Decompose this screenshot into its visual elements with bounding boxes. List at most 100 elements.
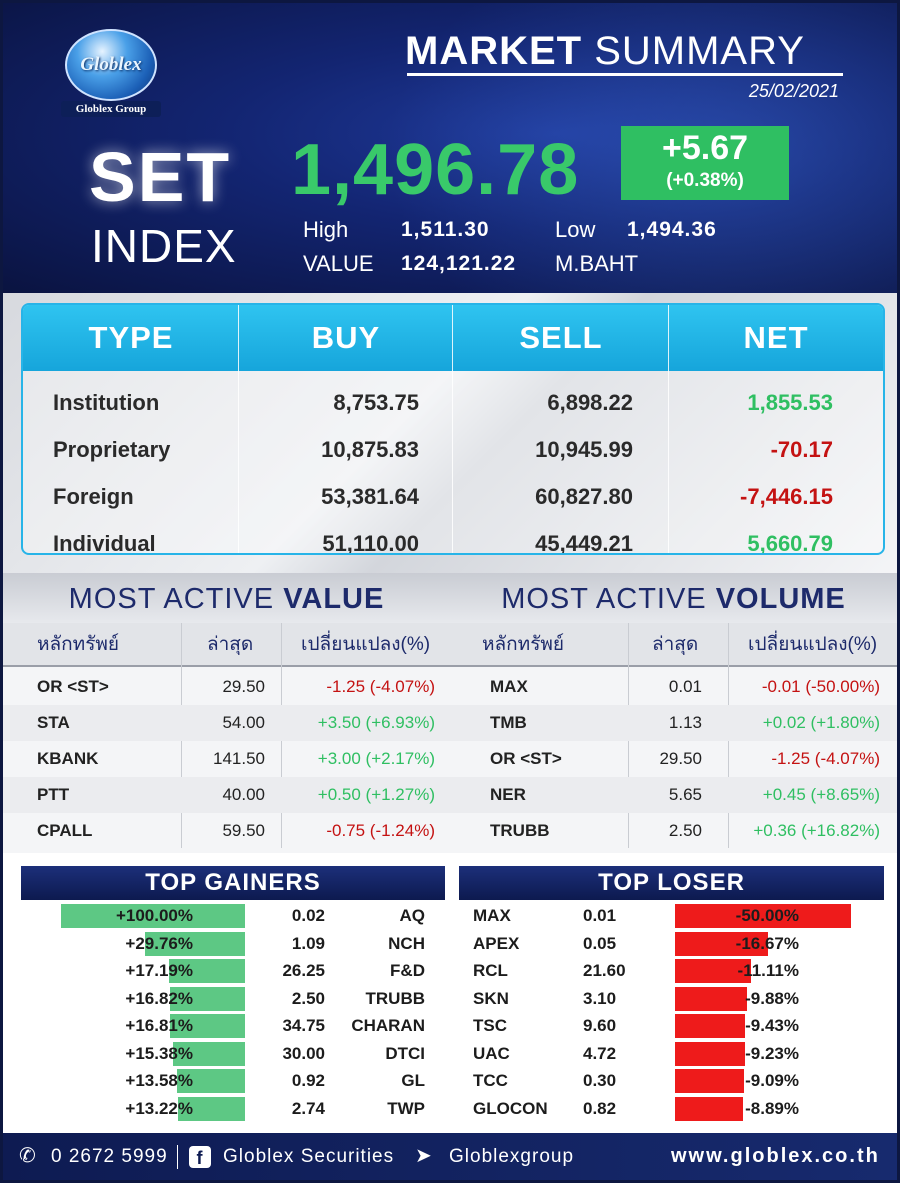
gainer-last: 0.02 — [291, 906, 325, 925]
sell-value: 6,898.22 — [547, 390, 633, 415]
gainer-row: +15.38% 30.00 DTCI — [3, 1041, 450, 1069]
loser-row: UAC 4.72 -9.23% — [3, 1041, 897, 1069]
gainer-last: 30.00 — [282, 1043, 325, 1063]
loser-bar — [675, 986, 747, 1011]
loser-pct: -9.09% — [745, 1071, 799, 1090]
loser-bar — [675, 1041, 745, 1066]
gainer-symbol: TWP — [387, 1098, 425, 1118]
gainer-last: 2.74 — [291, 1098, 325, 1118]
table-row: Foreign 53,381.64 60,827.80 -7,446.15 — [23, 473, 883, 520]
buy-value: 8,753.75 — [333, 390, 419, 415]
website-link[interactable]: www.globlex.co.th — [671, 1145, 880, 1167]
gainer-bar — [177, 1069, 245, 1093]
high-value: 1,511.30 — [401, 218, 490, 241]
telegram-icon: ➤ — [415, 1145, 433, 1167]
col-last: ล่าสุด — [207, 634, 254, 655]
gainer-bar — [172, 1041, 245, 1066]
gainer-symbol: NCH — [388, 933, 425, 953]
loser-bar — [675, 904, 851, 928]
loser-symbol: APEX — [473, 933, 520, 953]
table-row: STA 54.00 +3.50 (+6.93%) — [3, 705, 450, 741]
gainer-symbol: TRUBB — [365, 988, 426, 1008]
table-row: Proprietary 10,875.83 10,945.99 -70.17 — [23, 426, 883, 473]
loser-row: MAX 0.01 -50.00% — [3, 904, 897, 931]
most-active-volume-title: MOST ACTIVE VOLUME — [501, 583, 846, 615]
phone-number[interactable]: 0 2672 5999 — [51, 1146, 168, 1167]
index-change-badge: +5.67 (+0.38%) — [621, 126, 789, 200]
net-value: -70.17 — [770, 437, 833, 462]
most-active-volume-panel: MOST ACTIVE VOLUME หลักทรัพย์ ล่าสุด เปล… — [450, 573, 897, 853]
gainer-bar — [178, 1096, 245, 1121]
gainer-row: +13.58% 0.92 GL — [3, 1069, 450, 1096]
table-row: TRUBB 2.50 +0.36 (+16.82%) — [490, 821, 880, 840]
loser-row: TSC 9.60 -9.43% — [3, 1014, 897, 1041]
footer-bar: ✆ 0 2672 5999 f Globlex Securities ➤ Glo… — [3, 1133, 897, 1180]
loser-symbol: MAX — [473, 906, 511, 925]
most-active-section: MOST ACTIVE VALUE หลักทรัพย์ ล่าสุด เปลี… — [3, 573, 897, 853]
buy-value: 53,381.64 — [321, 484, 419, 509]
low-value: 1,494.36 — [627, 218, 717, 241]
header-banner: Globlex Globlex Group MARKET SUMMARY 25/… — [3, 3, 897, 293]
loser-bar — [675, 959, 752, 983]
loser-symbol: TSC — [473, 1016, 507, 1035]
high-label: High — [303, 217, 349, 242]
loser-pct: -16.67% — [735, 933, 799, 953]
gainer-pct: +16.82% — [125, 988, 193, 1008]
net-value: 1,855.53 — [747, 390, 833, 415]
loser-row: SKN 3.10 -9.88% — [3, 986, 897, 1014]
gainer-pct: +13.22% — [125, 1098, 193, 1118]
gainer-pct: +29.76% — [125, 933, 193, 953]
report-date: 25/02/2021 — [748, 81, 839, 101]
loser-symbol: TCC — [473, 1071, 508, 1090]
logo-text: Globlex — [80, 54, 142, 75]
value-amount: 124,121.22 — [401, 252, 517, 275]
sell-value: 45,449.21 — [535, 531, 633, 555]
loser-pct: -50.00% — [735, 906, 799, 925]
globe-icon — [65, 29, 157, 101]
buy-value: 51,110.00 — [322, 531, 419, 555]
title-underline — [407, 73, 843, 76]
investor-type: Foreign — [53, 484, 134, 509]
value-label: VALUE — [303, 251, 374, 276]
header-buy: BUY — [311, 320, 381, 355]
gainer-bar — [169, 986, 245, 1011]
table-row: PTT 40.00 +0.50 (+1.27%) — [3, 777, 450, 813]
top-loser-title: TOP LOSER — [459, 866, 884, 900]
gainer-symbol: AQ — [399, 906, 426, 925]
telegram-handle[interactable]: Globlexgroup — [449, 1146, 575, 1167]
gainer-last: 34.75 — [282, 1016, 325, 1035]
gainers-losers-section: TOP GAINERS TOP LOSER +100.00% 0.02 AQ +29.… — [3, 853, 897, 1133]
loser-last: 3.10 — [583, 988, 617, 1008]
logo-group-label: Globlex Group — [61, 101, 161, 117]
loser-bar — [675, 1096, 744, 1121]
loser-last: 21.60 — [583, 961, 626, 980]
col-last: ล่าสุด — [652, 634, 699, 655]
gainer-row: +100.00% 0.02 AQ — [3, 904, 450, 931]
loser-last: 9.60 — [583, 1016, 617, 1035]
table-row: OR <ST> 29.50 -1.25 (-4.07%) — [490, 749, 880, 768]
header-sell: SELL — [519, 320, 603, 355]
gainer-last: 26.25 — [282, 961, 325, 980]
gainer-last: 1.09 — [291, 933, 325, 953]
gainer-row: +13.22% 2.74 TWP — [3, 1096, 450, 1124]
index-change: +5.67 — [661, 129, 749, 167]
loser-pct: -8.89% — [745, 1098, 799, 1118]
loser-symbol: GLOCON — [473, 1098, 548, 1118]
index-value: 1,496.78 — [291, 130, 580, 210]
table-row: MAX 0.01 -0.01 (-50.00%) — [490, 677, 880, 696]
investor-type-table: TYPE BUY SELL NET Institution 8,753.75 6… — [21, 303, 885, 555]
loser-pct: -11.11% — [737, 961, 799, 980]
investor-type: Proprietary — [53, 437, 171, 462]
facebook-page[interactable]: Globlex Securities — [223, 1146, 395, 1167]
gainer-last: 2.50 — [291, 988, 325, 1008]
table-row: OR <ST> 29.50 -1.25 (-4.07%) — [37, 677, 435, 696]
gainer-row: +29.76% 1.09 NCH — [3, 931, 450, 959]
investor-type: Institution — [53, 390, 160, 415]
loser-symbol: RCL — [473, 961, 508, 980]
gainer-pct: +17.19% — [125, 961, 193, 980]
gainer-symbol: CHARAN — [351, 1016, 425, 1035]
gainer-last: 0.92 — [291, 1071, 325, 1090]
col-change: เปลี่ยนแปลง(%) — [748, 634, 878, 655]
most-active-value-header: หลักทรัพย์ ล่าสุด เปลี่ยนแปลง(%) — [3, 623, 450, 667]
